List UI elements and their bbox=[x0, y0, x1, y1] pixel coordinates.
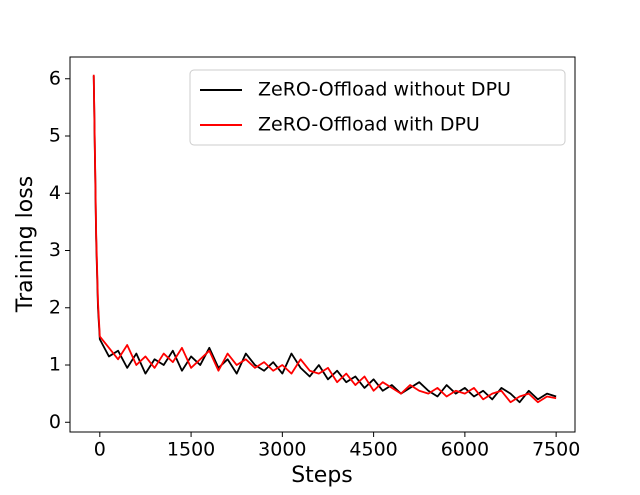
y-tick-label: 6 bbox=[49, 67, 61, 89]
y-tick-label: 2 bbox=[49, 296, 61, 318]
line-series bbox=[92, 74, 557, 404]
legend-label: ZeRO-Offload with DPU bbox=[258, 114, 480, 136]
y-axis-label: Training loss bbox=[13, 176, 38, 313]
y-tick-label: 0 bbox=[49, 411, 61, 433]
x-tick-label: 6000 bbox=[441, 439, 489, 461]
x-tick-label: 4500 bbox=[349, 439, 397, 461]
axes-frame bbox=[69, 56, 576, 433]
y-tick-label: 5 bbox=[49, 125, 61, 147]
x-axis-label: Steps bbox=[291, 463, 353, 488]
x-tick-label: 1500 bbox=[167, 439, 215, 461]
x-tick-label: 3000 bbox=[258, 439, 306, 461]
legend-box bbox=[189, 69, 566, 146]
line-series bbox=[92, 75, 557, 404]
x-tick-label: 0 bbox=[94, 439, 106, 461]
legend-label: ZeRO-Offload without DPU bbox=[258, 79, 511, 101]
y-tick-label: 3 bbox=[49, 239, 61, 261]
y-tick-label: 4 bbox=[49, 182, 61, 204]
x-tick-label: 7500 bbox=[532, 439, 580, 461]
y-tick-label: 1 bbox=[49, 354, 61, 376]
